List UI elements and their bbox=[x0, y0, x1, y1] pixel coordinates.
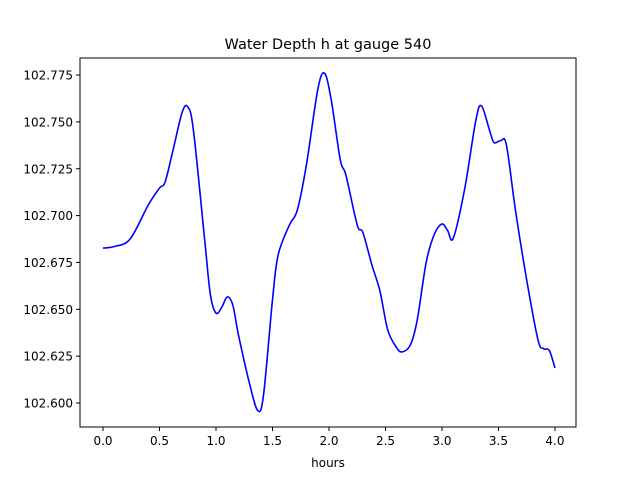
y-tick-label: 102.625 bbox=[23, 350, 73, 364]
x-tick-label: 1.0 bbox=[206, 434, 225, 448]
x-axis-label: hours bbox=[311, 456, 345, 470]
series-line-h bbox=[102, 72, 556, 413]
y-tick-label: 102.725 bbox=[23, 162, 73, 176]
chart-title: Water Depth h at gauge 540 bbox=[225, 37, 432, 53]
x-tick-label: 2.5 bbox=[376, 434, 395, 448]
x-tick-label: 2.0 bbox=[319, 434, 338, 448]
plot-frame bbox=[79, 57, 577, 428]
y-axis-ticks: 102.600 102.625 102.650 102.675 102.700 102.7… bbox=[23, 69, 80, 411]
y-tick-label: 102.650 bbox=[23, 303, 73, 317]
x-tick-label: 1.5 bbox=[263, 434, 282, 448]
x-tick-label: 3.0 bbox=[432, 434, 451, 448]
x-tick-label: 3.5 bbox=[489, 434, 508, 448]
x-tick-label: 0.5 bbox=[150, 434, 169, 448]
y-tick-label: 102.700 bbox=[23, 209, 73, 223]
x-axis-ticks: 0.0 0.5 1.0 1.5 2.0 2.5 3.0 3.5 4.0 bbox=[93, 427, 565, 448]
x-tick-label: 0.0 bbox=[93, 434, 112, 448]
y-tick-label: 102.775 bbox=[23, 69, 73, 83]
x-tick-label: 4.0 bbox=[545, 434, 564, 448]
y-tick-label: 102.600 bbox=[23, 397, 73, 411]
y-tick-label: 102.750 bbox=[23, 115, 73, 129]
y-tick-label: 102.675 bbox=[23, 256, 73, 270]
